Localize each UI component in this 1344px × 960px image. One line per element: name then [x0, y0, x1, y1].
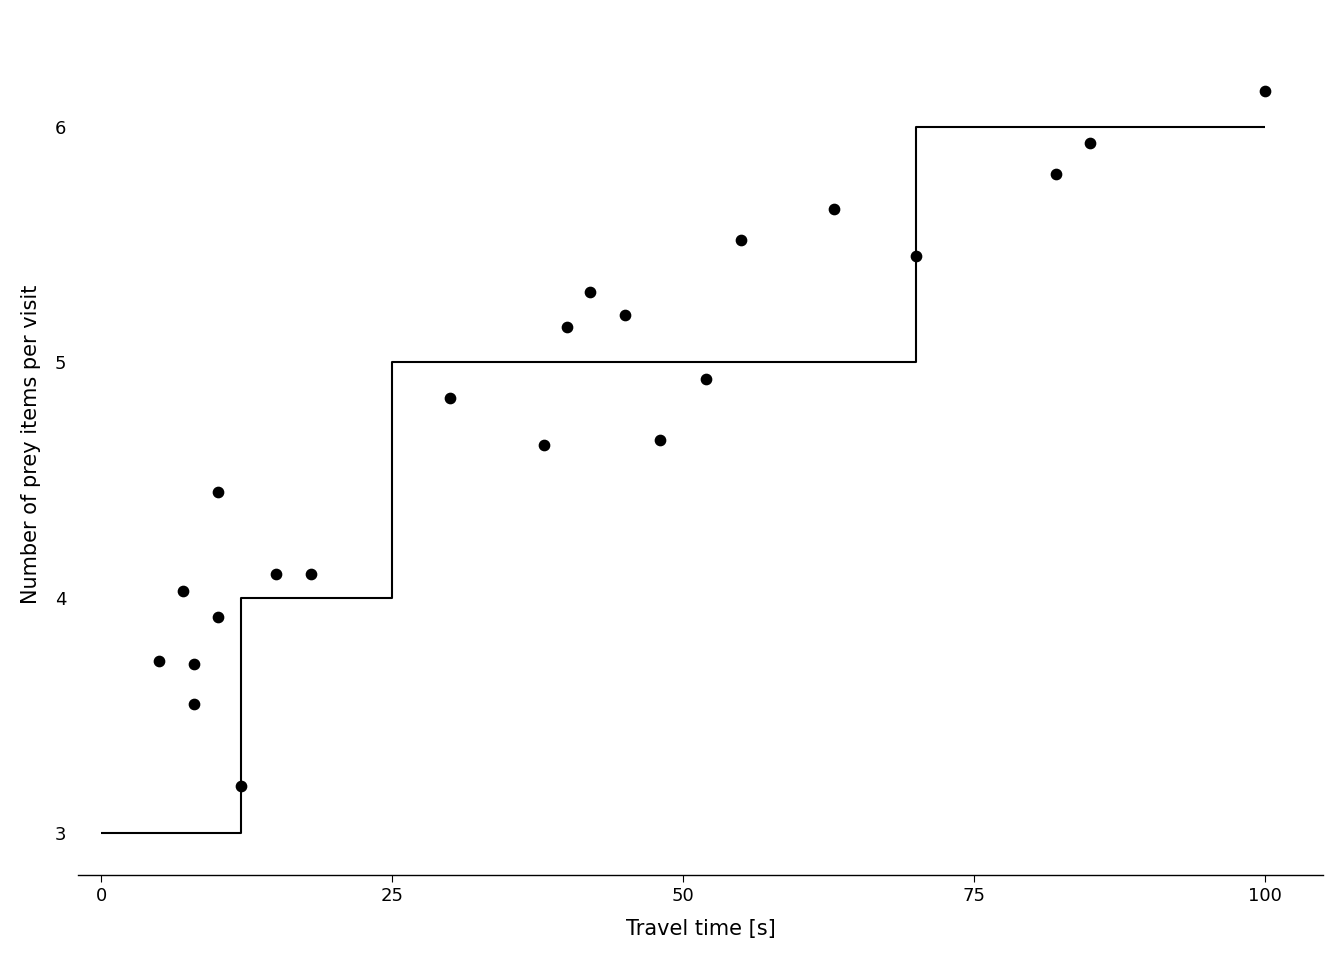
Point [300, 566, 321, 582]
Point [439, 390, 461, 405]
X-axis label: Travel time [s]: Travel time [s] [626, 919, 775, 939]
Point [172, 583, 194, 598]
Point [207, 484, 228, 499]
Point [579, 284, 601, 300]
Point [905, 249, 926, 264]
Point [149, 654, 171, 669]
Point [556, 320, 578, 335]
Point [184, 696, 206, 711]
Point [1044, 166, 1066, 181]
Point [824, 202, 845, 217]
Point [230, 779, 251, 794]
Y-axis label: Number of prey items per visit: Number of prey items per visit [22, 285, 40, 605]
Point [184, 656, 206, 671]
Point [265, 566, 286, 582]
Point [614, 307, 636, 323]
Point [207, 609, 228, 624]
Point [649, 432, 671, 447]
Point [731, 232, 753, 248]
Point [1079, 135, 1101, 151]
Point [532, 437, 554, 452]
Point [1254, 84, 1275, 99]
Point [696, 372, 718, 387]
